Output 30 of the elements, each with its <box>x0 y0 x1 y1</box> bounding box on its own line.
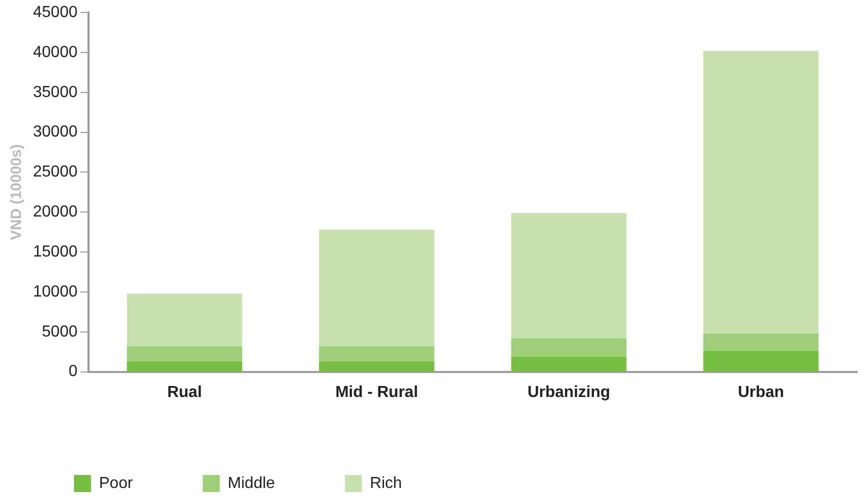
y-axis-title: VND (10000s) <box>8 144 26 240</box>
bar <box>126 361 242 372</box>
y-tick-label: 25000 <box>32 164 78 181</box>
y-tick-label: 5000 <box>42 323 78 340</box>
y-tick-label: 45000 <box>32 4 78 22</box>
y-tick-label: 0 <box>68 363 78 380</box>
x-tick-label: Urban <box>738 384 784 401</box>
y-tick-label: 35000 <box>32 84 78 101</box>
bar <box>703 333 819 352</box>
y-tick-label: 20000 <box>32 204 78 221</box>
y-tick-label: 40000 <box>32 44 78 61</box>
bar <box>511 356 626 372</box>
bar <box>319 346 434 362</box>
bar <box>703 50 819 334</box>
legend-label: Middle <box>228 474 276 492</box>
y-tick-label: 15000 <box>32 243 78 260</box>
y-tick-label: 30000 <box>32 124 78 141</box>
bar <box>126 346 242 362</box>
bar <box>703 351 819 372</box>
x-tick-label: Mid - Rural <box>335 384 418 401</box>
y-tick-label: 10000 <box>32 283 78 300</box>
legend-label: Poor <box>99 474 134 492</box>
legend-label: Rich <box>370 474 402 492</box>
bar <box>319 230 434 346</box>
x-tick-label: Rual <box>167 384 202 401</box>
x-tick-label: Urbanizing <box>527 384 610 401</box>
bar <box>126 294 242 346</box>
bar <box>511 212 626 338</box>
bar <box>319 361 434 372</box>
bar <box>511 338 626 357</box>
